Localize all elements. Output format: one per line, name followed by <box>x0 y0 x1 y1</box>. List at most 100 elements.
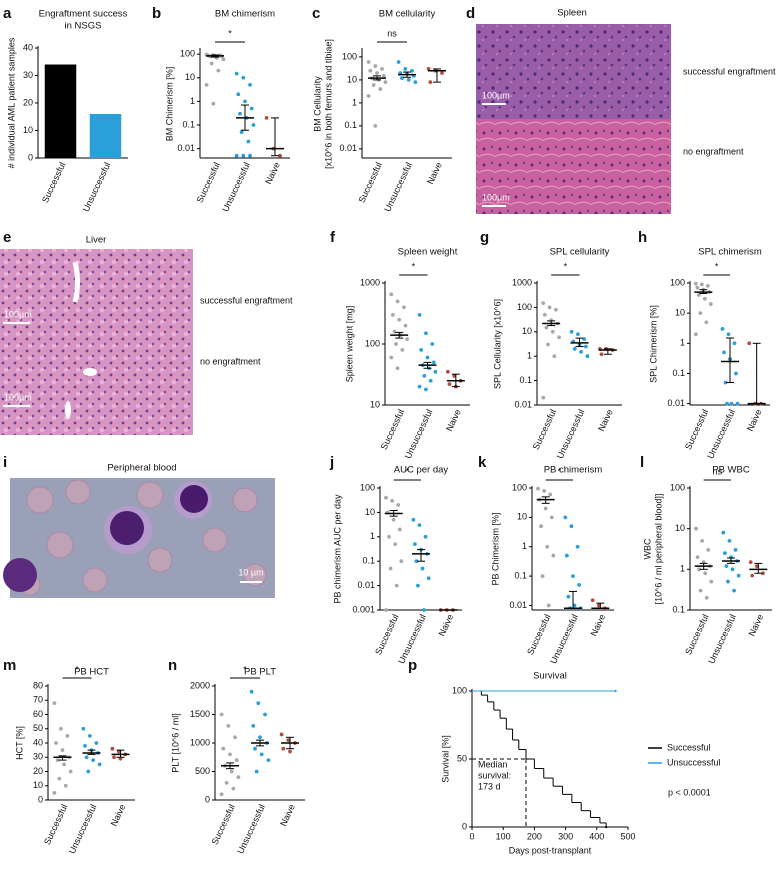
data-point <box>86 769 91 774</box>
data-point <box>761 571 765 576</box>
image-title: Liver <box>86 235 107 246</box>
data-point <box>697 567 701 572</box>
image-annotation: no engraftment <box>683 146 744 156</box>
data-point <box>698 588 703 593</box>
data-point <box>704 595 709 600</box>
chart-title: AUC per day <box>394 465 449 476</box>
data-point <box>228 752 232 757</box>
y-axis-label: SPL Chimerism [%] <box>648 305 658 383</box>
y-axis-label: [10^6 / ml peripheral blood]] <box>653 494 663 605</box>
x-tick-label: Unsuccessful <box>67 803 99 856</box>
y-tick-label: 0 <box>205 794 210 804</box>
data-point <box>278 153 282 158</box>
data-point <box>720 327 725 331</box>
y-tick-label: 1 <box>190 96 195 106</box>
data-point <box>700 539 705 543</box>
data-point <box>52 790 57 795</box>
x-tick-label: Unsuccessful <box>220 161 252 214</box>
chart-title: SPL cellularity <box>550 247 610 258</box>
data-point <box>403 323 408 328</box>
p-value: p < 0.0001 <box>668 787 711 797</box>
chart-title: SPL chimerism <box>698 247 762 258</box>
data-point <box>393 542 398 547</box>
data-point <box>569 524 574 529</box>
data-point <box>389 355 394 360</box>
data-point <box>263 712 267 717</box>
data-point <box>704 320 709 325</box>
image-title: Peripheral blood <box>107 463 176 474</box>
scale-label: 100µm <box>4 392 32 402</box>
data-point <box>288 749 292 754</box>
data-point <box>724 564 729 569</box>
significance-label: * <box>406 466 410 476</box>
data-point <box>55 758 60 762</box>
data-point <box>583 344 588 349</box>
data-point <box>366 94 371 98</box>
significance-label: ns <box>387 28 397 38</box>
y-tick-label: 0 <box>462 821 467 831</box>
data-point <box>426 576 431 581</box>
data-point <box>417 523 422 528</box>
data-point <box>548 492 553 497</box>
x-axis-label: Days post-transplant <box>509 845 592 855</box>
x-tick-label: Successful <box>525 613 552 657</box>
y-tick-label: 10 <box>33 780 43 790</box>
data-point <box>375 71 379 75</box>
significance-label: ns <box>713 466 723 476</box>
chart-title: Engraftment success <box>39 9 128 20</box>
data-point <box>536 486 540 491</box>
data-point <box>84 755 89 760</box>
data-point <box>60 748 65 753</box>
y-axis-label: BM Chimerism [%] <box>164 67 174 142</box>
data-point <box>566 594 571 599</box>
x-tick-label: Successful <box>195 161 222 205</box>
data-point <box>238 111 242 116</box>
data-point <box>83 743 87 748</box>
data-point <box>554 307 558 312</box>
y-tick-label: 0.01 <box>357 580 375 590</box>
y-tick-label: 30 <box>33 752 43 762</box>
y-tick-label: 0.1 <box>672 368 685 378</box>
data-point <box>410 68 414 73</box>
y-tick-label: 100 <box>452 685 467 695</box>
data-point <box>216 68 221 73</box>
data-point <box>590 598 595 603</box>
y-tick-label: 1 <box>680 564 685 574</box>
y-tick-label: 0.1 <box>182 119 195 129</box>
histology-image <box>476 24 671 119</box>
chart-title: BM cellularity <box>379 9 436 20</box>
bar <box>44 64 77 158</box>
data-point <box>397 317 402 322</box>
data-point <box>730 567 735 572</box>
y-tick-label: 100 <box>512 482 527 492</box>
data-point <box>695 555 700 559</box>
data-point <box>397 527 402 532</box>
data-point <box>52 701 57 705</box>
y-tick-label: 50 <box>457 753 467 763</box>
significance-label: * <box>715 261 719 271</box>
survival-end <box>614 689 617 693</box>
significance-label: * <box>564 261 568 271</box>
data-point <box>433 369 438 374</box>
data-point <box>726 332 731 337</box>
data-point <box>211 101 216 106</box>
data-point <box>229 769 234 774</box>
x-tick-label: Naive <box>589 613 608 638</box>
data-point <box>234 71 239 76</box>
y-axis-label: PB chimerism AUC per day <box>332 494 342 604</box>
data-point <box>231 786 236 791</box>
data-point <box>569 329 574 334</box>
y-tick-label: 0.001 <box>352 604 375 614</box>
data-point <box>91 758 96 762</box>
data-point <box>266 758 271 762</box>
data-point <box>735 401 740 406</box>
y-tick-label: 10 <box>675 308 685 318</box>
x-tick-label: Unsuccessful <box>81 161 113 214</box>
chart-title: PB PLT <box>244 667 276 678</box>
x-tick-label: 300 <box>558 831 573 841</box>
panel-letter: c <box>312 5 320 22</box>
data-point <box>233 735 237 740</box>
data-point <box>750 573 755 578</box>
blast-cells <box>3 481 212 592</box>
data-point <box>732 588 736 593</box>
